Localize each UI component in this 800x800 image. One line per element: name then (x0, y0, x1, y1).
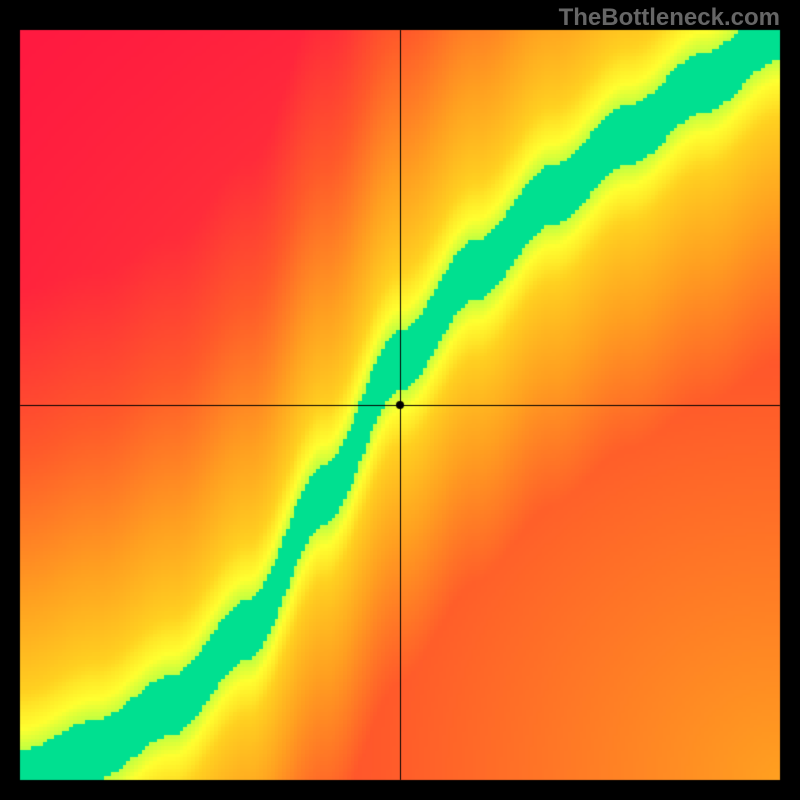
crosshair-overlay (0, 0, 800, 800)
chart-container: { "canvas": { "width_px": 800, "height_p… (0, 0, 800, 800)
watermark-text: TheBottleneck.com (559, 4, 780, 32)
